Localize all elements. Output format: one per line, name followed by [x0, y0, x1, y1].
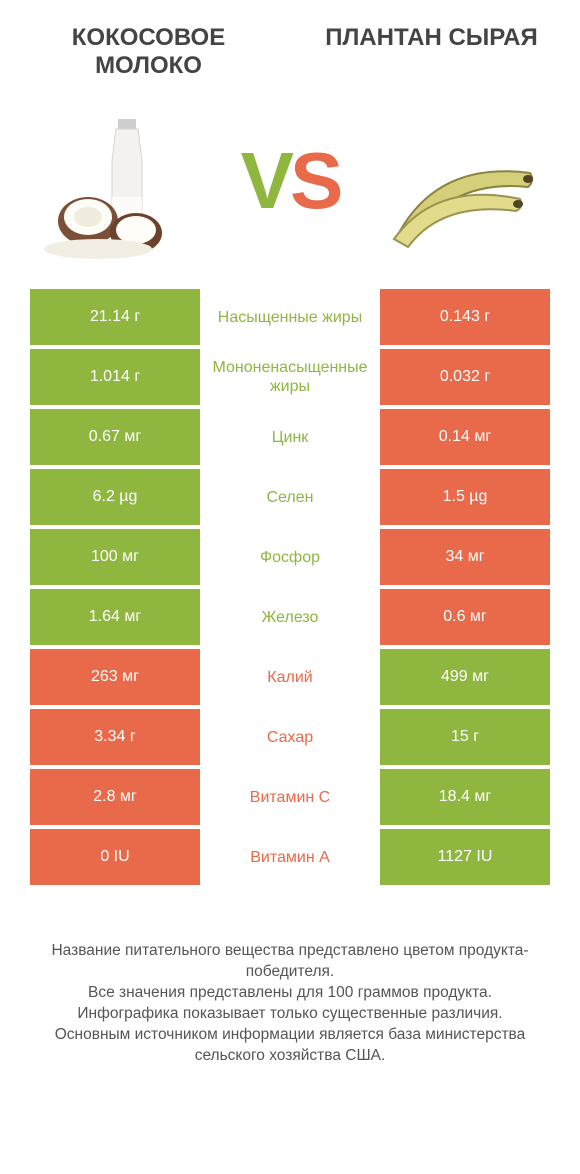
right-value: 18.4 мг [380, 769, 550, 825]
table-row: 1.014 гМононенасыщенные жиры0.032 г [30, 349, 550, 405]
table-row: 2.8 мгВитамин C18.4 мг [30, 769, 550, 825]
right-value: 1.5 µg [380, 469, 550, 525]
vs-s: S [290, 135, 339, 227]
nutrient-name: Железо [200, 589, 380, 645]
left-value: 0 IU [30, 829, 200, 885]
nutrient-name: Мононенасыщенные жиры [200, 349, 380, 405]
right-value: 0.14 мг [380, 409, 550, 465]
vs-label: VS [241, 135, 340, 227]
vs-v: V [241, 135, 290, 227]
nutrient-name: Селен [200, 469, 380, 525]
table-row: 0 IUВитамин A1127 IU [30, 829, 550, 885]
left-value: 1.64 мг [30, 589, 200, 645]
table-row: 3.34 гСахар15 г [30, 709, 550, 765]
right-value: 1127 IU [380, 829, 550, 885]
footer-notes: Название питательного вещества представл… [0, 889, 580, 1067]
right-product-image [380, 101, 540, 261]
header: КОКОСОВОЕ МОЛОКО ПЛАНТАН СЫРАЯ [0, 0, 580, 91]
left-value: 1.014 г [30, 349, 200, 405]
table-row: 1.64 мгЖелезо0.6 мг [30, 589, 550, 645]
left-value: 0.67 мг [30, 409, 200, 465]
nutrient-name: Сахар [200, 709, 380, 765]
table-row: 0.67 мгЦинк0.14 мг [30, 409, 550, 465]
left-value: 100 мг [30, 529, 200, 585]
table-row: 21.14 гНасыщенные жиры0.143 г [30, 289, 550, 345]
footer-line: Все значения представлены для 100 граммо… [26, 983, 554, 1004]
right-value: 0.143 г [380, 289, 550, 345]
table-row: 6.2 µgСелен1.5 µg [30, 469, 550, 525]
footer-line: Название питательного вещества представл… [26, 941, 554, 983]
right-value: 0.6 мг [380, 589, 550, 645]
nutrient-name: Цинк [200, 409, 380, 465]
right-value: 15 г [380, 709, 550, 765]
left-value: 3.34 г [30, 709, 200, 765]
nutrient-name: Фосфор [200, 529, 380, 585]
table-row: 263 мгКалий499 мг [30, 649, 550, 705]
left-product-title: КОКОСОВОЕ МОЛОКО [28, 24, 269, 79]
left-value: 2.8 мг [30, 769, 200, 825]
table-row: 100 мгФосфор34 мг [30, 529, 550, 585]
comparison-table: 21.14 гНасыщенные жиры0.143 г1.014 гМоно… [30, 289, 550, 885]
right-value: 34 мг [380, 529, 550, 585]
nutrient-name: Витамин C [200, 769, 380, 825]
vs-row: VS [0, 91, 580, 289]
left-value: 6.2 µg [30, 469, 200, 525]
right-value: 499 мг [380, 649, 550, 705]
left-value: 263 мг [30, 649, 200, 705]
nutrient-name: Витамин A [200, 829, 380, 885]
left-value: 21.14 г [30, 289, 200, 345]
right-product-title: ПЛАНТАН СЫРАЯ [311, 24, 552, 79]
nutrient-name: Калий [200, 649, 380, 705]
footer-line: Основным источником информации является … [26, 1025, 554, 1067]
nutrient-name: Насыщенные жиры [200, 289, 380, 345]
left-product-image [40, 101, 200, 261]
footer-line: Инфографика показывает только существенн… [26, 1004, 554, 1025]
right-value: 0.032 г [380, 349, 550, 405]
